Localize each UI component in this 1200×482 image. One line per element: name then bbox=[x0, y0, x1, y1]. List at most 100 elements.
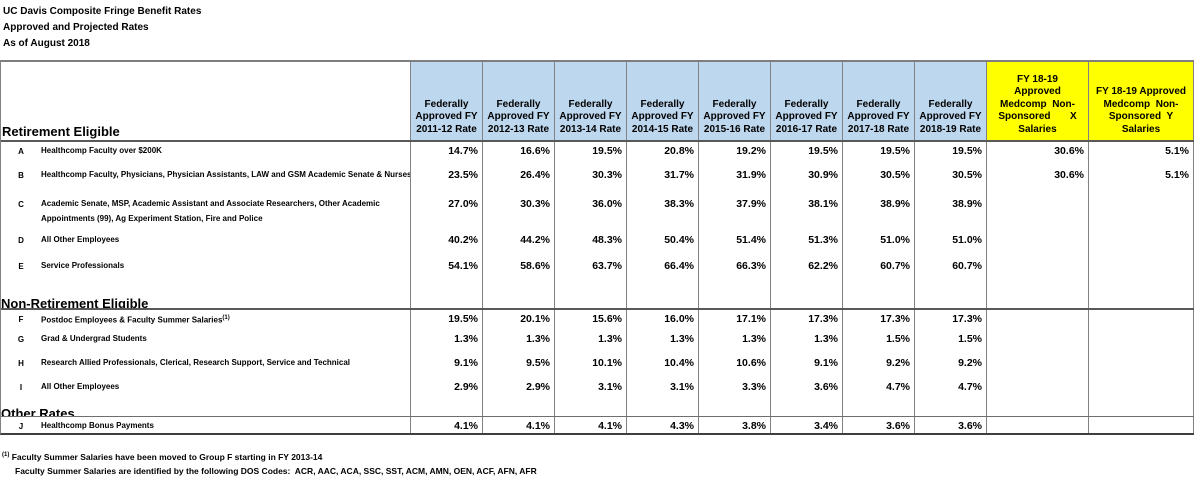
table-row: A Healthcomp Faculty over $200K 14.7% 16.6%… bbox=[1, 142, 1194, 166]
rate-value-cell: 4.1% bbox=[555, 417, 627, 433]
section-header-row: Other Rates bbox=[1, 404, 1194, 417]
rate-value-cell: 1.3% bbox=[555, 330, 627, 354]
corner-header-cell: Retirement Eligible bbox=[1, 62, 411, 140]
section-empty-cell bbox=[411, 404, 483, 416]
rate-value-cell: 54.1% bbox=[411, 257, 483, 294]
medcomp-x-value-cell bbox=[987, 195, 1089, 231]
row-label-text: Research Allied Professionals, Clerical,… bbox=[41, 358, 351, 367]
rate-value-cell: 51.3% bbox=[771, 231, 843, 257]
medcomp-x-value-cell: 30.6% bbox=[987, 142, 1089, 166]
medcomp-x-value-cell bbox=[987, 310, 1089, 330]
rate-value-cell: 4.1% bbox=[411, 417, 483, 433]
rate-value-cell: 30.3% bbox=[483, 195, 555, 231]
rate-value-cell: 15.6% bbox=[555, 310, 627, 330]
section-empty-cell bbox=[843, 404, 915, 416]
medcomp-x-value-cell bbox=[987, 417, 1089, 433]
row-letter: D bbox=[18, 236, 24, 245]
column-header-federally-approved-0: Federally Approved FY 2011-12 Rate bbox=[411, 62, 483, 140]
rate-value-cell: 1.3% bbox=[771, 330, 843, 354]
row-letter: I bbox=[19, 383, 23, 392]
section-header-cell: Non-Retirement Eligible bbox=[1, 294, 411, 308]
rate-value-cell: 1.3% bbox=[699, 330, 771, 354]
table-row: E Service Professionals 54.1% 58.6% 63.7% 66.… bbox=[1, 257, 1194, 294]
rate-value-cell: 3.6% bbox=[915, 417, 987, 433]
row-label-text: Postdoc Employees & Faculty Summer Salar… bbox=[41, 315, 223, 325]
rate-value-cell: 20.8% bbox=[627, 142, 699, 166]
rate-value-cell: 3.6% bbox=[843, 417, 915, 433]
row-label-cell: I All Other Employees bbox=[1, 378, 411, 404]
medcomp-y-value-cell bbox=[1089, 310, 1194, 330]
section-empty-cell bbox=[483, 294, 555, 308]
row-label-cell: H Research Allied Professionals, Clerical… bbox=[1, 354, 411, 378]
rate-value-cell: 1.5% bbox=[915, 330, 987, 354]
rate-value-cell: 17.3% bbox=[915, 310, 987, 330]
rate-value-cell: 37.9% bbox=[699, 195, 771, 231]
rate-value-cell: 36.0% bbox=[555, 195, 627, 231]
medcomp-y-value-cell bbox=[1089, 195, 1194, 231]
row-label: All Other Employees bbox=[41, 378, 119, 394]
row-label: All Other Employees bbox=[41, 231, 119, 247]
row-label-text: Healthcomp Faculty, Physicians, Physicia… bbox=[41, 170, 411, 179]
rate-value-cell: 19.5% bbox=[915, 142, 987, 166]
row-label-cell: A Healthcomp Faculty over $200K bbox=[1, 142, 411, 166]
table-row: H Research Allied Professionals, Clerical… bbox=[1, 354, 1194, 378]
rate-value-cell: 48.3% bbox=[555, 231, 627, 257]
medcomp-y-value-cell bbox=[1089, 354, 1194, 378]
section-header-cell: Other Rates bbox=[1, 404, 411, 416]
medcomp-y-value-cell bbox=[1089, 417, 1194, 433]
rate-value-cell: 9.2% bbox=[915, 354, 987, 378]
rate-value-cell: 1.5% bbox=[843, 330, 915, 354]
table-row: I All Other Employees 2.9% 2.9% 3.1% 3.1% 3.3%… bbox=[1, 378, 1194, 404]
rate-value-cell: 26.4% bbox=[483, 166, 555, 195]
rate-value-cell: 30.5% bbox=[915, 166, 987, 195]
section-label: Other Rates bbox=[1, 406, 75, 416]
rate-value-cell: 38.9% bbox=[843, 195, 915, 231]
rate-value-cell: 50.4% bbox=[627, 231, 699, 257]
rate-value-cell: 4.3% bbox=[627, 417, 699, 433]
medcomp-x-value-cell bbox=[987, 354, 1089, 378]
footnote-1-marker: (1) bbox=[2, 452, 10, 458]
rate-value-cell: 3.4% bbox=[771, 417, 843, 433]
section-empty-cell bbox=[771, 404, 843, 416]
rate-value-cell: 40.2% bbox=[411, 231, 483, 257]
table-row: C Academic Senate, MSP, Academic Assistan… bbox=[1, 195, 1194, 231]
row-label-footnote-marker: (1) bbox=[222, 315, 230, 321]
column-header-federally-approved-1: Federally Approved FY 2012-13 Rate bbox=[483, 62, 555, 140]
as-of-date: As of August 2018 bbox=[3, 38, 90, 49]
rate-value-cell: 1.3% bbox=[627, 330, 699, 354]
section-empty-cell bbox=[627, 404, 699, 416]
rate-value-cell: 19.2% bbox=[699, 142, 771, 166]
row-label-cell: E Service Professionals bbox=[1, 257, 411, 294]
page-title: UC Davis Composite Fringe Benefit Rates bbox=[3, 6, 202, 17]
rate-value-cell: 1.3% bbox=[483, 330, 555, 354]
column-header-federally-approved-3: Federally Approved FY 2014-15 Rate bbox=[627, 62, 699, 140]
row-label-cell: C Academic Senate, MSP, Academic Assistan… bbox=[1, 195, 411, 231]
section-empty-cell bbox=[555, 294, 627, 308]
footnote-2-text: Faculty Summer Salaries are identified b… bbox=[15, 465, 537, 476]
row-label-text: All Other Employees bbox=[41, 382, 120, 391]
rate-value-cell: 10.4% bbox=[627, 354, 699, 378]
rate-value-cell: 9.2% bbox=[843, 354, 915, 378]
medcomp-x-value-cell bbox=[987, 330, 1089, 354]
row-letter: B bbox=[18, 171, 24, 180]
column-header-federally-approved-2: Federally Approved FY 2013-14 Rate bbox=[555, 62, 627, 140]
rate-value-cell: 19.5% bbox=[843, 142, 915, 166]
rate-value-cell: 38.3% bbox=[627, 195, 699, 231]
column-header-federally-approved-4: Federally Approved FY 2015-16 Rate bbox=[699, 62, 771, 140]
column-header-medcomp-x: FY 18-19 Approved Medcomp Non- Sponsored… bbox=[987, 62, 1089, 140]
rate-value-cell: 51.0% bbox=[843, 231, 915, 257]
medcomp-x-value-cell bbox=[987, 257, 1089, 294]
rate-value-cell: 16.6% bbox=[483, 142, 555, 166]
row-label-cell: J Healthcomp Bonus Payments bbox=[1, 417, 411, 433]
rate-value-cell: 19.5% bbox=[771, 142, 843, 166]
row-label-text: Service Professionals bbox=[41, 261, 125, 270]
rate-value-cell: 1.3% bbox=[411, 330, 483, 354]
row-letter: E bbox=[18, 262, 24, 271]
row-label-cell: B Healthcomp Faculty, Physicians, Physici… bbox=[1, 166, 411, 195]
rate-value-cell: 2.9% bbox=[483, 378, 555, 404]
row-label: Healthcomp Faculty over $200K bbox=[41, 142, 162, 158]
rate-value-cell: 31.9% bbox=[699, 166, 771, 195]
section-empty-cell bbox=[843, 294, 915, 308]
rate-value-cell: 20.1% bbox=[483, 310, 555, 330]
